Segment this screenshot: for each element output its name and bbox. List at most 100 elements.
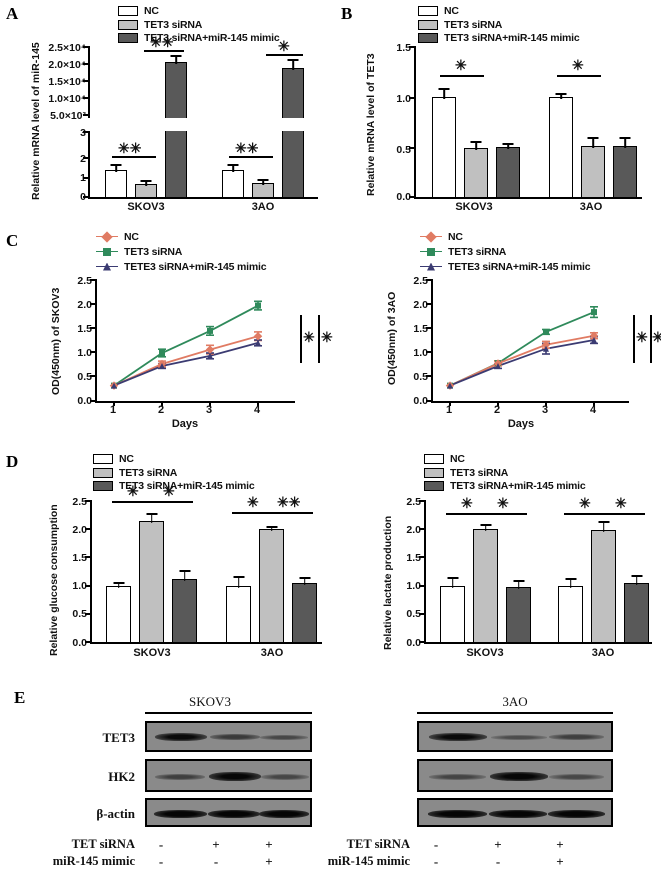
panel-d-left-err-3ao-nc [226, 574, 251, 588]
panel-c-left-xaxis [95, 401, 295, 403]
panel-d-right-xtick-3ao: 3AO [591, 647, 615, 659]
panel-d-right-sigstar-skov3-2: ✳ [497, 495, 509, 511]
blot-title-skov3: SKOV3 [189, 694, 231, 709]
panel-c-right-yaxis [431, 279, 433, 402]
blot-box-beta-actin-right [417, 798, 613, 827]
panel-b-bar-3ao-nc [549, 97, 573, 198]
panel-c-left-xtick-4: 4 [253, 404, 261, 416]
legend-item-mimic: TET3 siRNA+miR-145 mimic [424, 480, 586, 492]
panel-d-right-ytick-1: 0.5 [406, 608, 421, 620]
legend-item-nc: NC [424, 453, 586, 465]
legend-item-sirna: TET3 siRNA [418, 19, 580, 31]
cond-value-mir145-left-3: + [265, 854, 273, 869]
panel-d-left-bar-3ao-nc [226, 586, 251, 643]
panel-letter-b: B [341, 4, 353, 23]
blot-band [260, 735, 308, 740]
panel-c-left-ytick-2: 1.0 [77, 347, 92, 359]
panel-c-left-sigbar-1 [300, 315, 302, 363]
panel-d-left-bar-skov3-nc [106, 586, 131, 643]
blot-band [549, 774, 604, 780]
legend-label-nc: NC [444, 5, 459, 17]
blot-band [428, 810, 487, 818]
legend-label-sirna: TET3 siRNA [124, 245, 183, 258]
panel-a-yaxis-lower [88, 131, 90, 198]
panel-d-right-bar-skov3-mimic [506, 587, 531, 643]
legend-marker-mimic-icon [96, 262, 118, 272]
legend-swatch-mimic-icon [93, 481, 113, 491]
blot-band [155, 774, 205, 780]
panel-d-right-err-skov3-mimic [506, 578, 531, 589]
cond-value-tet-sirna-right-1: - [433, 837, 439, 852]
panel-d-left-ytick-4: 2.0 [72, 524, 87, 536]
panel-d-left-sigstar-skov3-2: ✳ [163, 483, 175, 499]
panel-a-xtick-3ao: 3AO [251, 201, 275, 213]
panel-d-left-err-skov3-sirna [139, 511, 164, 523]
panel-b-sigline-skov3 [440, 75, 484, 77]
blot-band [210, 734, 260, 740]
panel-a-ytick-lower-3: 3 [80, 127, 86, 139]
blot-box-beta-actin-left [145, 798, 312, 827]
legend-label-mimic: TET3 siRNA+miR-145 mimic [119, 480, 255, 492]
panel-c-left-xtick-1: 1 [109, 404, 117, 416]
blot-band [489, 810, 547, 818]
panel-b-xtick-3ao: 3AO [579, 201, 603, 213]
panel-b-bar-skov3-mimic [496, 147, 520, 198]
blot-row-label-tet3-left: TET3 [102, 730, 135, 745]
panel-d-right-sigline-skov3-1 [446, 513, 491, 515]
legend-panel-d-left: NC TET3 siRNA TET3 siRNA+miR-145 mimic [93, 453, 255, 494]
blot-row-label-beta-actin-left: β-actin [96, 806, 135, 821]
panel-d-left-sigline-3ao-1 [232, 512, 277, 514]
panel-c-right-ytick-2: 1.0 [413, 347, 428, 359]
cond-value-mir145-left-1: - [158, 854, 164, 869]
panel-a-sigstar-skov3-1: ✳✳ [118, 140, 142, 156]
panel-d-right-err-skov3-sirna [473, 522, 498, 531]
legend-swatch-mimic-icon [424, 481, 444, 491]
panel-d-left-sigline-3ao-2 [268, 512, 313, 514]
legend-swatch-nc-icon [418, 6, 438, 16]
panel-d-right-bar-3ao-sirna [591, 530, 616, 643]
panel-d-left-bar-skov3-mimic [172, 579, 197, 643]
panel-a-ytick-upper-3: 2.0×10⁴ [48, 59, 86, 71]
panel-c-right-sigbar-2 [650, 315, 652, 363]
panel-a-bar-skov3-sirna [135, 184, 157, 198]
legend-item-mimic: TET3 siRNA+miR-145 mimic [418, 32, 580, 44]
panel-c-right-ytick-5: 2.5 [413, 275, 428, 287]
panel-a-bar-3ao-mimic-lower [282, 131, 304, 198]
legend-item-nc: NC [96, 230, 266, 243]
panel-a-sigstar-skov3-2: ✳✳ [150, 34, 174, 50]
panel-d-left-xtick-3ao: 3AO [260, 647, 284, 659]
blot-band [209, 772, 261, 781]
legend-item-mimic: TET3 siRNA+miR-145 mimic [118, 32, 280, 44]
panel-a-ytick-upper-1: 1.0×10⁴ [48, 93, 86, 105]
panel-c-left-sigstar-1: ✳ [303, 329, 315, 345]
panel-d-left-xtick-skov3: SKOV3 [133, 647, 171, 659]
panel-letter-d: D [6, 452, 19, 471]
blot-band [429, 733, 487, 741]
cond-label-mir145-left: miR-145 mimic [52, 854, 135, 868]
panel-d-right-err-3ao-nc [558, 576, 583, 588]
panel-d-right-err-skov3-nc [440, 575, 465, 588]
legend-label-nc: NC [119, 453, 134, 465]
cond-value-tet-sirna-left-2: + [212, 837, 220, 852]
panel-a-bar-3ao-nc [222, 170, 244, 198]
panel-d-left-xaxis [90, 642, 322, 644]
panel-c-left-ytick-1: 0.5 [77, 371, 92, 383]
panel-b-err-skov3-nc [432, 86, 456, 99]
legend-item-sirna: TET3 siRNA [424, 467, 586, 479]
cond-value-mir145-left-2: - [213, 854, 219, 869]
panel-b-ytick-1: 0.5 [396, 144, 411, 156]
panel-a-bar-skov3-mimic-lower [165, 131, 187, 198]
legend-marker-nc-icon [420, 230, 442, 243]
panel-b-ytick-2: 1.0 [396, 93, 411, 105]
panel-a-bar-3ao-mimic-upper [282, 68, 304, 118]
legend-label-sirna: TET3 siRNA [448, 245, 507, 258]
blot-box-hk2-right [417, 759, 613, 792]
panel-d-left-ytick-3: 1.5 [72, 552, 87, 564]
panel-a-sigline-3ao-1 [229, 156, 273, 158]
panel-c-right-ytick-4: 2.0 [413, 299, 428, 311]
panel-c-left-yaxis [95, 279, 97, 402]
legend-label-nc: NC [450, 453, 465, 465]
panel-c-right-xtick-1: 1 [445, 404, 453, 416]
panel-b-err-3ao-nc [549, 91, 573, 99]
panel-d-right-sigstar-skov3-1: ✳ [461, 495, 473, 511]
